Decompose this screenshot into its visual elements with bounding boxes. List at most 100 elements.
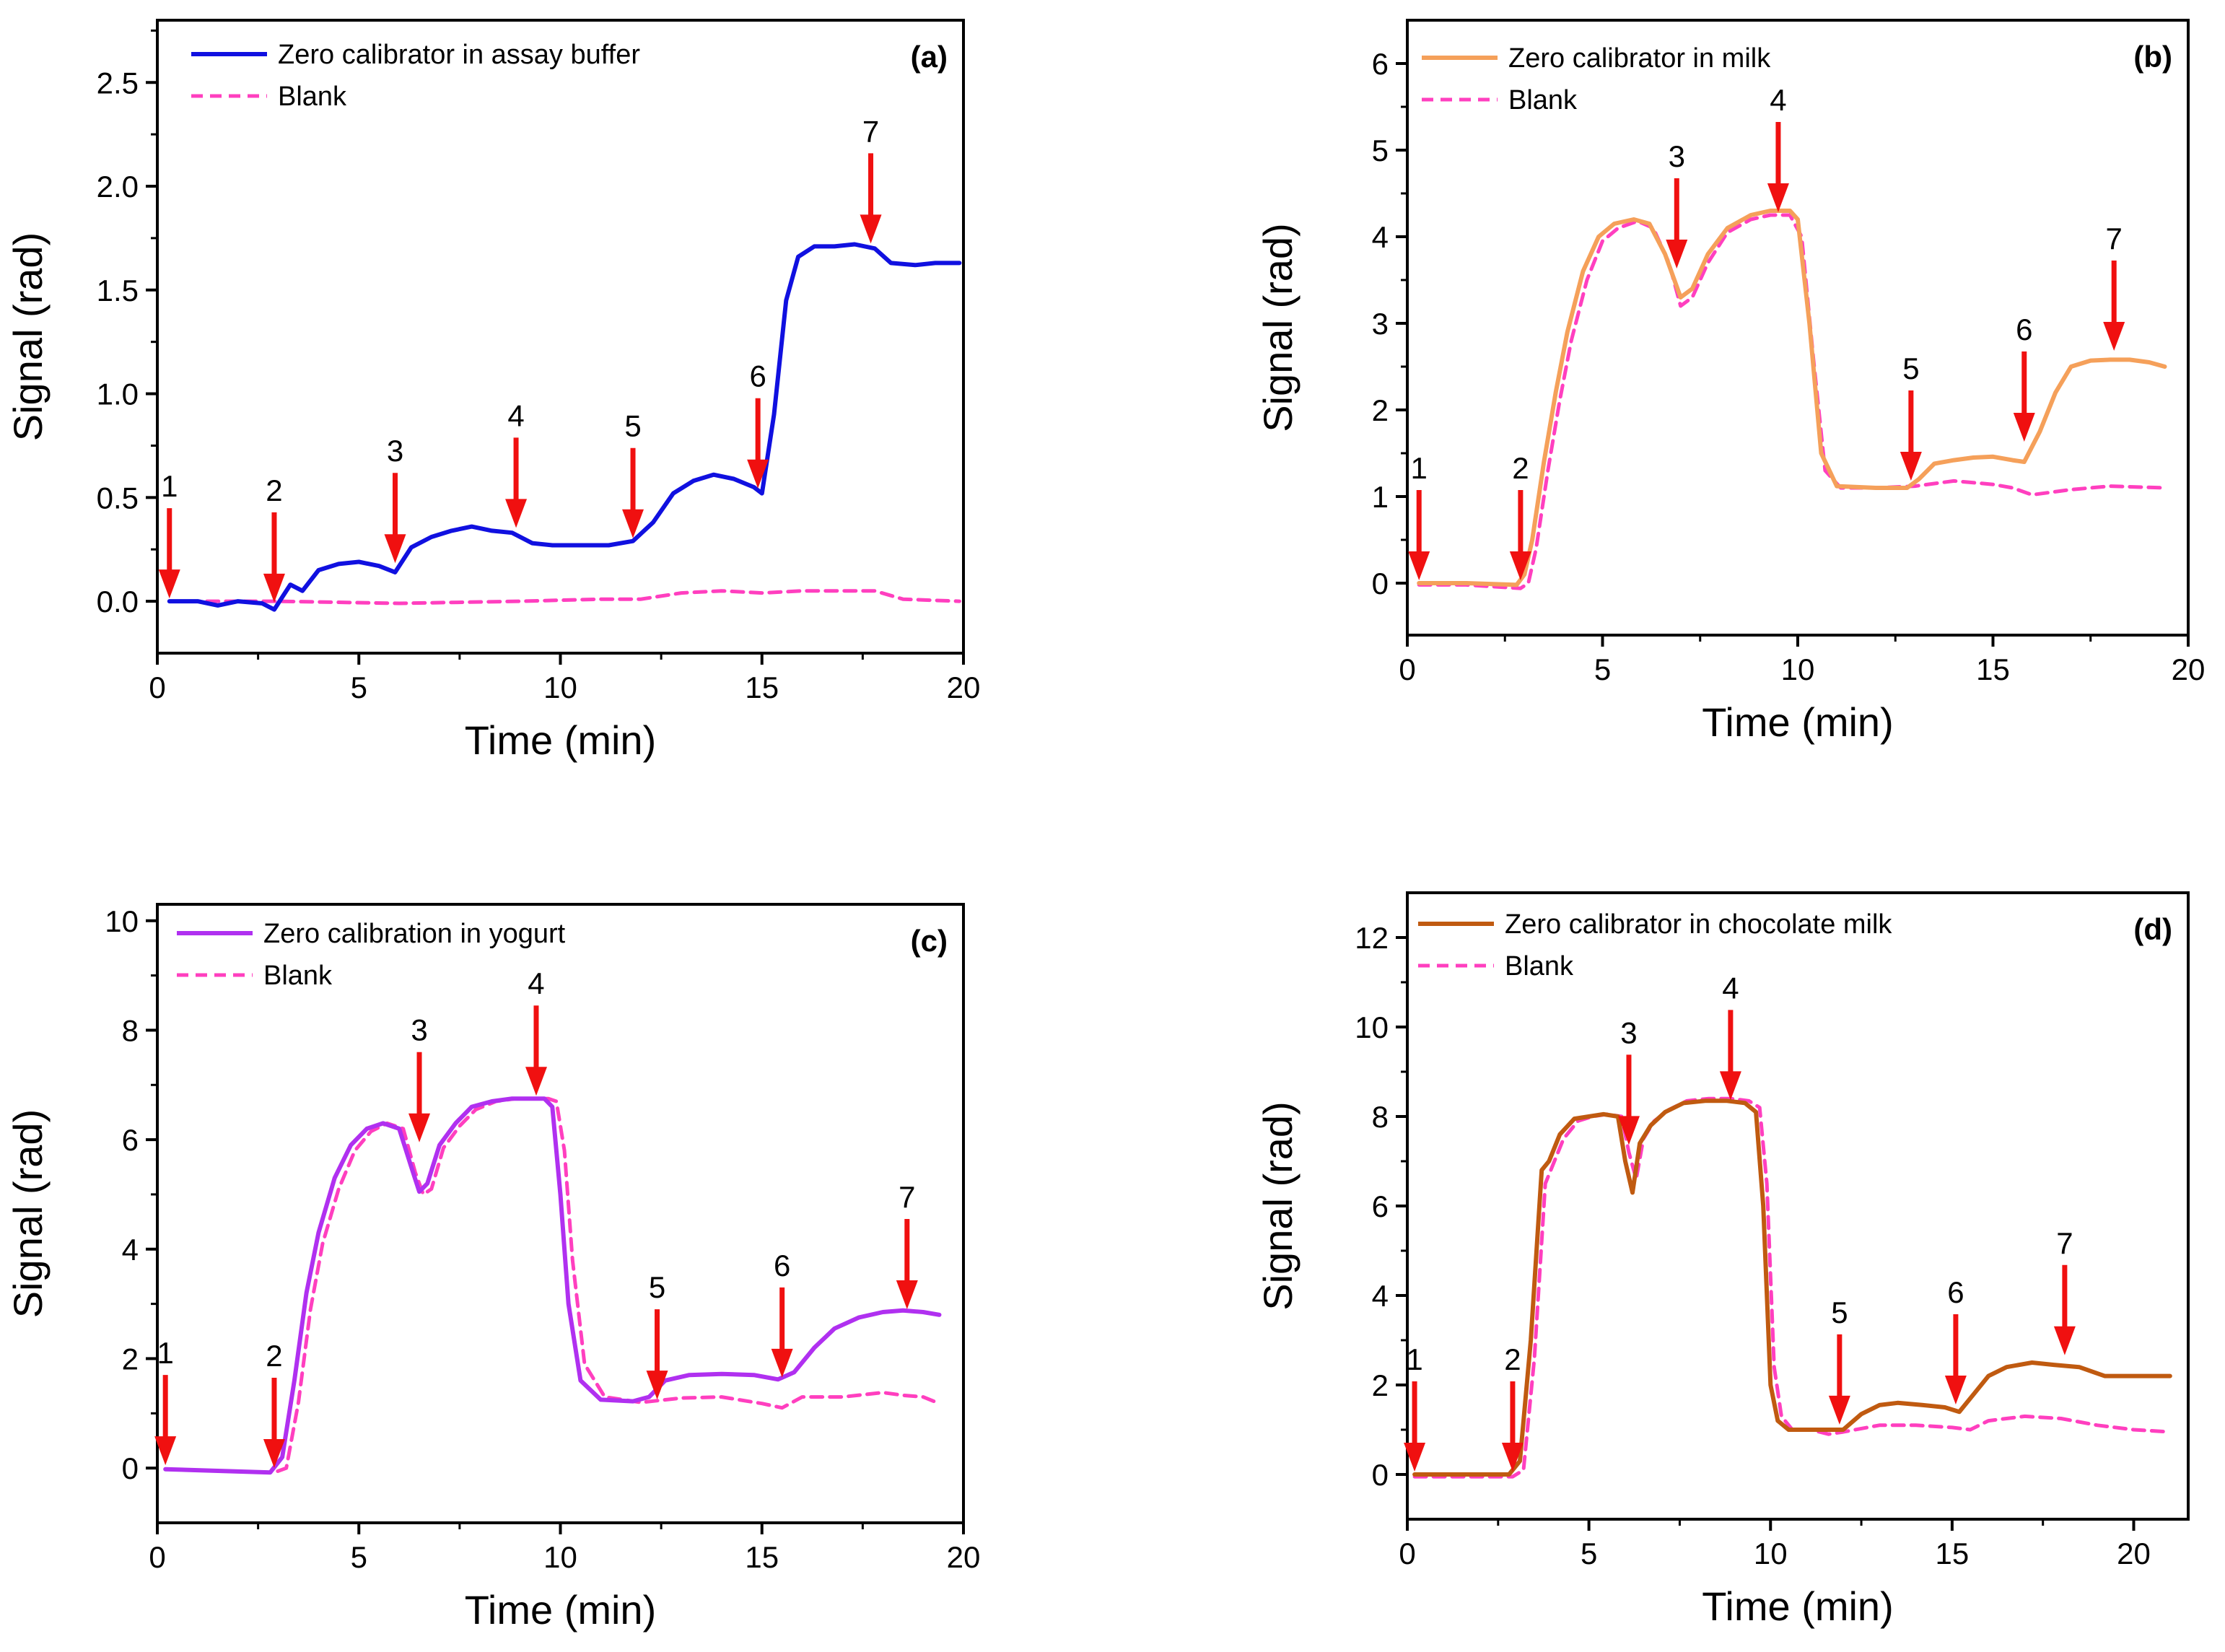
y-tick-label: 1.5 — [97, 274, 139, 307]
step-arrow-3: 3 — [408, 1013, 431, 1142]
y-tick-label: 2 — [1372, 1368, 1389, 1402]
x-tick-label: 15 — [745, 1540, 779, 1574]
x-tick-label: 20 — [947, 670, 981, 704]
arrow-head — [1828, 1395, 1850, 1425]
y-tick-label: 1 — [1372, 480, 1389, 514]
step-arrow-1: 1 — [154, 1336, 177, 1466]
step-label: 7 — [899, 1180, 915, 1214]
x-tick-label: 15 — [745, 670, 779, 704]
x-tick-label: 20 — [947, 1540, 981, 1574]
step-arrow-7: 7 — [896, 1180, 918, 1310]
x-tick-label: 20 — [2172, 652, 2206, 686]
step-arrow-6: 6 — [747, 359, 769, 489]
arrow-head — [1900, 452, 1922, 481]
y-tick-label: 4 — [122, 1233, 139, 1267]
x-tick-label: 5 — [351, 1540, 367, 1574]
step-arrow-5: 5 — [1900, 351, 1922, 481]
legend-entry: Zero calibrator in chocolate milk — [1505, 909, 1892, 940]
arrow-head — [505, 499, 528, 528]
step-label: 6 — [774, 1249, 790, 1282]
arrow-head — [154, 1436, 177, 1466]
step-arrow-4: 4 — [525, 966, 547, 1096]
step-arrow-7: 7 — [2053, 1226, 2076, 1355]
step-arrow-2: 2 — [263, 1339, 285, 1468]
step-arrow-6: 6 — [1944, 1275, 1967, 1404]
y-tick-label: 3 — [1372, 307, 1389, 341]
y-tick-label: 4 — [1372, 220, 1389, 254]
x-axis-title: Time (min) — [465, 717, 656, 763]
x-axis-title: Time (min) — [465, 1587, 656, 1633]
step-arrow-5: 5 — [646, 1270, 668, 1400]
y-tick-label: 6 — [1372, 47, 1389, 81]
x-tick-label: 5 — [1594, 652, 1611, 686]
y-tick-label: 8 — [1372, 1100, 1389, 1134]
series-line-blank — [167, 589, 961, 606]
x-tick-label: 5 — [351, 670, 367, 704]
series-line-blank — [1412, 1096, 2172, 1479]
step-label: 7 — [862, 114, 879, 148]
step-arrow-5: 5 — [622, 409, 644, 538]
y-tick-label: 8 — [122, 1013, 139, 1047]
step-label: 5 — [624, 409, 641, 443]
step-arrow-1: 1 — [1404, 1342, 1426, 1472]
step-arrow-7: 7 — [860, 114, 882, 244]
arrow-head — [2103, 322, 2125, 351]
arrow-head — [408, 1113, 431, 1142]
arrow-head — [263, 573, 285, 603]
step-arrow-7: 7 — [2103, 222, 2125, 351]
legend-entry: Blank — [263, 961, 333, 991]
arrow-head — [1404, 1443, 1426, 1472]
legend-entry: Zero calibrator in milk — [1508, 43, 1771, 74]
arrow-head — [158, 569, 180, 599]
plot-frame — [156, 19, 965, 655]
step-arrow-3: 3 — [384, 434, 406, 564]
series-line-sample — [167, 242, 962, 612]
series-line-blank — [1417, 213, 2167, 590]
step-label: 6 — [749, 359, 766, 393]
y-axis-title: Signal (rad) — [5, 232, 51, 441]
y-tick-label: 0.5 — [97, 481, 139, 515]
series-line-blank — [163, 1096, 941, 1474]
y-tick-label: 0 — [122, 1451, 139, 1485]
arrow-head — [646, 1371, 668, 1400]
step-arrow-6: 6 — [2013, 313, 2035, 442]
arrow-head — [263, 1438, 285, 1468]
step-label: 4 — [1770, 83, 1786, 117]
x-tick-label: 0 — [1399, 652, 1415, 686]
x-tick-label: 10 — [1781, 652, 1815, 686]
step-label: 5 — [649, 1270, 665, 1304]
series-line-sample — [163, 1096, 942, 1475]
step-label: 3 — [387, 434, 403, 468]
arrow-head — [384, 534, 406, 564]
step-arrow-4: 4 — [1767, 83, 1789, 212]
step-label: 4 — [1722, 971, 1739, 1005]
step-arrow-4: 4 — [505, 398, 528, 528]
step-label: 7 — [2056, 1226, 2073, 1260]
x-tick-label: 0 — [1399, 1537, 1415, 1570]
arrow-head — [2053, 1326, 2076, 1355]
y-tick-label: 0 — [1372, 1458, 1389, 1492]
arrow-head — [747, 459, 769, 489]
arrow-head — [1509, 551, 1531, 580]
y-tick-label: 1.0 — [97, 377, 139, 411]
y-axis-title: Signal (rad) — [1255, 223, 1301, 432]
x-axis-title: Time (min) — [1702, 1583, 1893, 1629]
step-arrow-1: 1 — [158, 469, 180, 599]
step-label: 2 — [266, 1339, 282, 1373]
arrow-head — [1666, 240, 1688, 268]
x-tick-label: 15 — [1976, 652, 2010, 686]
arrow-head — [525, 1067, 547, 1096]
step-label: 5 — [1831, 1295, 1848, 1329]
step-label: 3 — [411, 1013, 427, 1047]
y-tick-label: 2.5 — [97, 66, 139, 100]
x-tick-label: 0 — [149, 1540, 165, 1574]
y-tick-label: 2 — [122, 1342, 139, 1376]
arrow-head — [1719, 1071, 1741, 1101]
step-arrow-3: 3 — [1617, 1015, 1640, 1145]
x-tick-label: 10 — [543, 1540, 577, 1574]
step-label: 2 — [1512, 451, 1529, 485]
